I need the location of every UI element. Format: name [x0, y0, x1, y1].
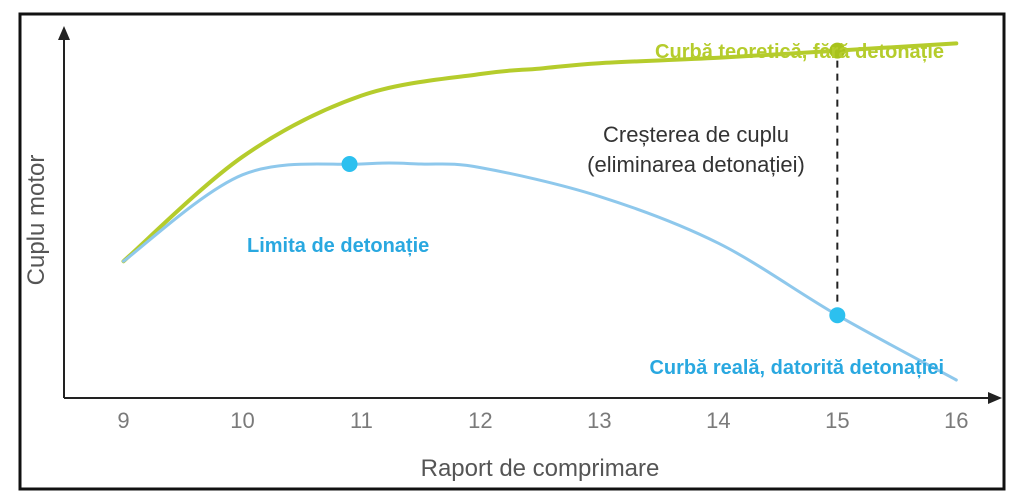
x-tick-label-15: 15	[825, 408, 849, 433]
y-axis-label: Cuplu motor	[23, 155, 50, 286]
x-tick-label-13: 13	[587, 408, 611, 433]
x-tick-label-12: 12	[468, 408, 492, 433]
tick-layer: 9 10 11 12 13 14 15 16	[117, 408, 968, 433]
chart-frame	[18, 12, 1006, 491]
x-axis-label: Raport de comprimare	[421, 455, 660, 482]
theoretical-curve-label: Curbă teoretică, fără detonație	[655, 41, 944, 63]
data-marker-2	[829, 307, 846, 324]
x-tick-label-14: 14	[706, 408, 730, 433]
x-tick-label-10: 10	[230, 408, 254, 433]
real-curve-line	[121, 161, 958, 382]
data-marker-1	[341, 156, 358, 172]
theoretical-curve-line	[121, 41, 959, 264]
torque-gain-label-line2: (eliminarea detonației)	[587, 152, 805, 177]
real-curve-label: Curbă reală, datorită detonației	[649, 357, 944, 379]
y-axis-arrow	[58, 26, 70, 40]
knock-limit-label: Limita de detonație	[247, 235, 429, 257]
x-tick-label-11: 11	[350, 408, 373, 433]
x-tick-label-9: 9	[117, 408, 129, 433]
torque-gain-label-line1: Creșterea de cuplu	[603, 122, 789, 147]
data-marker-0	[829, 42, 846, 59]
series-layer	[121, 41, 959, 382]
x-axis-arrow	[988, 392, 1002, 404]
marker-layer	[341, 42, 846, 324]
x-tick-label-16: 16	[944, 408, 968, 433]
